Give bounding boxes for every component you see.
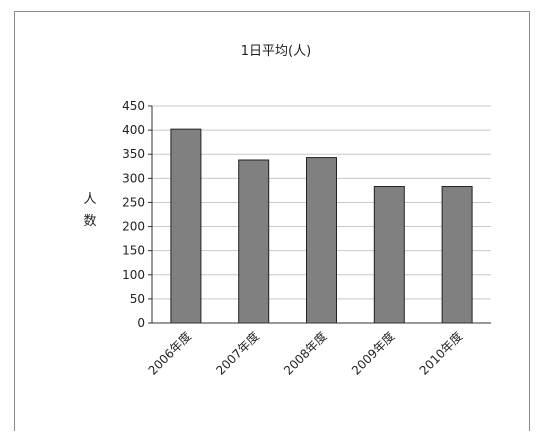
x-axis-ticks: 2006年度 2007年度 2008年度 2009年度 2010年度 xyxy=(145,329,465,378)
y-tick-label: 150 xyxy=(122,244,145,258)
x-tick-label: 2009年度 xyxy=(348,329,397,378)
y-axis-label-char: 数 xyxy=(83,214,96,229)
chart-title: 1日平均(人) xyxy=(241,44,311,59)
x-tick-label: 2006年度 xyxy=(145,329,194,378)
y-tick-label: 200 xyxy=(122,220,145,234)
bars xyxy=(170,128,473,324)
y-tick-label: 100 xyxy=(122,268,145,282)
bar-2008年度 xyxy=(306,157,337,324)
y-tick-label: 50 xyxy=(130,292,145,306)
y-axis-ticks: 0 50 100 150 200 250 300 350 400 450 xyxy=(122,99,152,330)
bar-2006年度 xyxy=(170,128,202,324)
y-tick-label: 400 xyxy=(122,123,145,137)
bar-2010年度 xyxy=(441,186,473,324)
x-tick-label: 2007年度 xyxy=(213,329,262,378)
x-tick-label: 2008年度 xyxy=(280,329,329,378)
y-tick-label: 300 xyxy=(122,171,145,185)
y-tick-label: 450 xyxy=(122,99,145,113)
bar-2009年度 xyxy=(373,186,405,324)
y-tick-label: 250 xyxy=(122,195,145,209)
x-tick-label: 2010年度 xyxy=(416,329,465,378)
y-tick-label: 350 xyxy=(122,147,145,161)
y-axis-label-char: 人 xyxy=(83,192,96,207)
y-axis-label: 人数 xyxy=(83,192,96,229)
y-tick-label: 0 xyxy=(137,316,145,330)
bar-2007年度 xyxy=(238,159,270,324)
axes xyxy=(151,106,491,324)
